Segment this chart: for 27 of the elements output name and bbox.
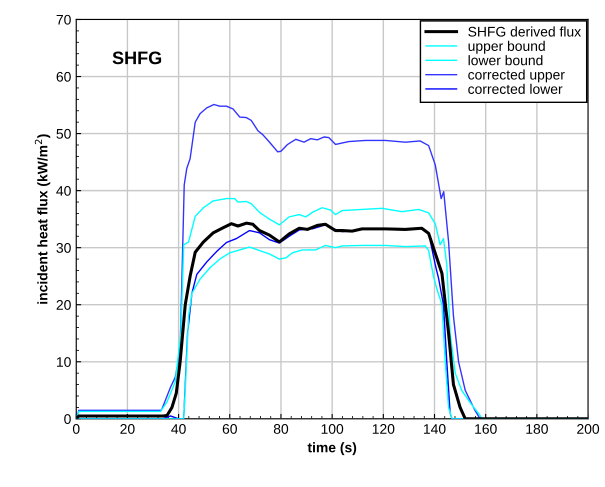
- x-axis-title: time (s): [308, 442, 356, 456]
- legend-label: SHFG derived flux: [468, 26, 581, 37]
- x-tick-label: 60: [222, 424, 237, 434]
- legend-label: lower bound: [468, 55, 542, 66]
- x-tick-label: 140: [424, 424, 446, 434]
- x-tick-label: 20: [120, 424, 135, 434]
- annotation: SHFG: [112, 51, 162, 64]
- x-tick-label: 80: [274, 424, 288, 434]
- y-tick-label: 0: [64, 414, 71, 424]
- y-tick-label: 40: [56, 186, 71, 196]
- y-tick-label: 10: [56, 357, 71, 367]
- y-tick-label: 50: [56, 128, 71, 139]
- x-tick-label: 40: [171, 424, 186, 434]
- x-tick-label: 160: [475, 424, 497, 434]
- legend-label: upper bound: [468, 40, 545, 54]
- x-tick-label: 100: [322, 424, 344, 434]
- y-tick-label: 20: [56, 300, 71, 310]
- y-tick-label: 60: [56, 72, 71, 82]
- x-tick-label: 120: [372, 424, 394, 434]
- y-tick-label: 30: [56, 243, 71, 253]
- legend-label: corrected lower: [468, 84, 562, 94]
- legend-label: corrected upper: [468, 69, 565, 82]
- x-tick-label: 180: [526, 424, 548, 434]
- y-axis-title: incident heat flux (kW/m$^{2}$): [34, 134, 50, 304]
- x-tick-label: 0: [72, 424, 80, 434]
- y-tick-label: 70: [56, 14, 71, 25]
- x-tick-label: 200: [577, 424, 600, 434]
